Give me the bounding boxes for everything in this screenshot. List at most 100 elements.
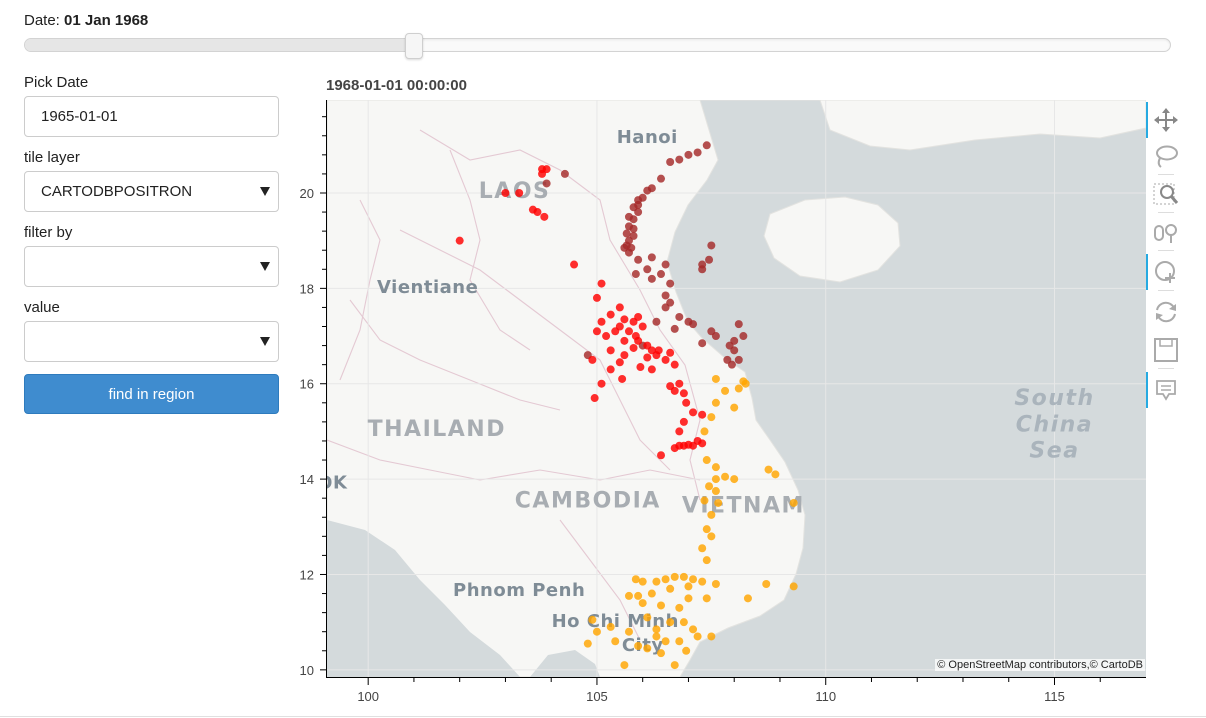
data-point[interactable] (670, 572, 679, 581)
data-point[interactable] (592, 627, 601, 636)
data-point[interactable] (684, 594, 693, 603)
data-point[interactable] (698, 544, 707, 553)
data-point[interactable] (684, 440, 693, 449)
data-point[interactable] (588, 615, 597, 624)
data-point[interactable] (631, 575, 640, 584)
data-point[interactable] (592, 293, 601, 302)
data-point[interactable] (689, 625, 698, 634)
data-point[interactable] (631, 270, 640, 279)
data-point[interactable] (647, 365, 656, 374)
data-point[interactable] (666, 279, 675, 288)
data-point[interactable] (698, 265, 707, 274)
data-point[interactable] (606, 310, 615, 319)
data-point[interactable] (583, 639, 592, 648)
data-point[interactable] (666, 157, 675, 166)
data-point[interactable] (670, 386, 679, 395)
find-in-region-button[interactable]: find in region (24, 374, 279, 414)
data-point[interactable] (700, 427, 709, 436)
data-point[interactable] (675, 312, 684, 321)
data-point[interactable] (675, 427, 684, 436)
data-point[interactable] (693, 148, 702, 157)
data-point[interactable] (615, 303, 624, 312)
data-point[interactable] (727, 360, 736, 369)
data-point[interactable] (590, 394, 599, 403)
data-point[interactable] (670, 360, 679, 369)
data-point[interactable] (693, 632, 702, 641)
data-point[interactable] (679, 417, 688, 426)
data-point[interactable] (714, 498, 723, 507)
data-point[interactable] (624, 248, 633, 257)
data-point[interactable] (675, 379, 684, 388)
data-point[interactable] (622, 229, 631, 238)
data-point[interactable] (455, 236, 464, 245)
data-point[interactable] (515, 188, 524, 197)
wheel-zoom-plus-tool[interactable] (1146, 254, 1180, 290)
reset-tool[interactable] (1152, 298, 1180, 326)
save-tool[interactable] (1152, 336, 1180, 364)
data-point[interactable] (652, 317, 661, 326)
data-point[interactable] (647, 274, 656, 283)
data-point[interactable] (661, 303, 670, 312)
data-point[interactable] (629, 343, 638, 352)
data-point[interactable] (705, 482, 714, 491)
data-point[interactable] (666, 348, 675, 357)
data-point[interactable] (501, 188, 510, 197)
data-point[interactable] (698, 577, 707, 586)
data-point[interactable] (606, 622, 615, 631)
data-point[interactable] (711, 398, 720, 407)
data-point[interactable] (620, 315, 629, 324)
data-point[interactable] (707, 241, 716, 250)
data-point[interactable] (643, 353, 652, 362)
data-point[interactable] (661, 291, 670, 300)
data-point[interactable] (620, 661, 629, 670)
data-point[interactable] (647, 589, 656, 598)
data-point[interactable] (711, 580, 720, 589)
data-point[interactable] (652, 632, 661, 641)
data-point[interactable] (638, 577, 647, 586)
data-point[interactable] (597, 317, 606, 326)
data-point[interactable] (689, 408, 698, 417)
data-point[interactable] (734, 320, 743, 329)
box-zoom-tool[interactable] (1152, 180, 1180, 208)
data-point[interactable] (679, 389, 688, 398)
data-point[interactable] (570, 260, 579, 269)
data-point[interactable] (789, 582, 798, 591)
data-point[interactable] (657, 451, 666, 460)
map-tiles[interactable]: Hanoi LAOS Vientiane THAILAND GKOK CAMBODIA VI… (288, 100, 1146, 677)
data-point[interactable] (741, 379, 750, 388)
data-point[interactable] (711, 463, 720, 472)
data-point[interactable] (670, 324, 679, 333)
data-point[interactable] (762, 580, 771, 589)
pick-date-input[interactable]: 1965-01-01 (24, 96, 279, 137)
data-point[interactable] (606, 346, 615, 355)
data-point[interactable] (597, 379, 606, 388)
data-point[interactable] (711, 475, 720, 484)
data-point[interactable] (634, 336, 643, 345)
pan-tool[interactable] (1146, 102, 1180, 138)
data-point[interactable] (634, 642, 643, 651)
data-point[interactable] (620, 351, 629, 360)
data-point[interactable] (657, 649, 666, 658)
tile-layer-select[interactable]: CARTODBPOSITRON (24, 171, 279, 212)
data-point[interactable] (734, 355, 743, 364)
data-point[interactable] (638, 599, 647, 608)
data-point[interactable] (620, 336, 629, 345)
data-point[interactable] (666, 618, 675, 627)
data-point[interactable] (679, 618, 688, 627)
data-point[interactable] (711, 487, 720, 496)
data-point[interactable] (698, 410, 707, 419)
data-point[interactable] (538, 169, 547, 178)
data-point[interactable] (730, 403, 739, 412)
data-point[interactable] (666, 584, 675, 593)
data-point[interactable] (634, 312, 643, 321)
data-point[interactable] (636, 363, 645, 372)
data-point[interactable] (675, 441, 684, 450)
data-point[interactable] (624, 327, 633, 336)
wheel-zoom-tool[interactable] (1152, 218, 1180, 246)
data-point[interactable] (730, 346, 739, 355)
data-point[interactable] (618, 374, 627, 383)
data-point[interactable] (684, 150, 693, 159)
data-point[interactable] (789, 498, 798, 507)
data-point[interactable] (711, 374, 720, 383)
data-point[interactable] (702, 594, 711, 603)
